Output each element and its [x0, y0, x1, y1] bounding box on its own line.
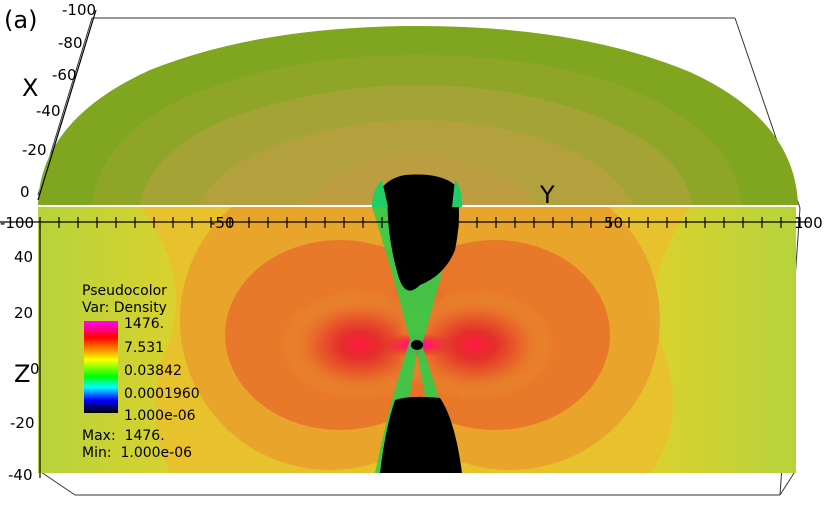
- x-axis: [37, 9, 97, 201]
- x-tick-label: -100: [62, 1, 96, 19]
- color-legend: Pseudocolor Var: Density 1476. 7.531 0.0…: [82, 283, 200, 461]
- upper-cavity: [375, 174, 458, 207]
- legend-level: 1476.: [124, 316, 164, 332]
- z-tick-label: 0: [30, 360, 40, 378]
- legend-colorbar: [84, 321, 118, 413]
- panel-label: (a): [4, 6, 37, 34]
- y-axis: [0, 217, 810, 228]
- y-tick-label: 50: [604, 214, 623, 232]
- z-tick-label: -20: [10, 414, 35, 432]
- z-tick-label: 20: [14, 304, 33, 322]
- y-tick-label: 100: [794, 214, 823, 232]
- legend-title: Pseudocolor: [82, 283, 167, 299]
- density-slice: [38, 207, 796, 473]
- x-tick-label: 0: [20, 183, 30, 201]
- z-axis-title: Z: [14, 360, 30, 388]
- bounding-box: [37, 17, 801, 496]
- x-tick-label: -20: [22, 141, 47, 159]
- legend-level: 7.531: [124, 340, 164, 356]
- legend-max: Max: 1476.: [82, 428, 165, 444]
- legend-variable: Var: Density: [82, 300, 167, 316]
- x-tick-label: -60: [52, 66, 77, 84]
- y-axis-title: Y: [539, 181, 555, 209]
- x-tick-label: -40: [36, 102, 61, 120]
- y-tick-label: -50: [210, 214, 235, 232]
- legend-level: 0.03842: [124, 363, 182, 379]
- x-axis-title: X: [22, 74, 38, 102]
- x-tick-label: -80: [58, 34, 83, 52]
- z-tick-label: 40: [14, 248, 33, 266]
- legend-min: Min: 1.000e-06: [82, 445, 192, 461]
- legend-level: 1.000e-06: [124, 408, 196, 424]
- z-tick-label: -40: [8, 466, 33, 484]
- y-tick-label: -100: [0, 214, 34, 232]
- legend-level: 0.0001960: [124, 386, 200, 402]
